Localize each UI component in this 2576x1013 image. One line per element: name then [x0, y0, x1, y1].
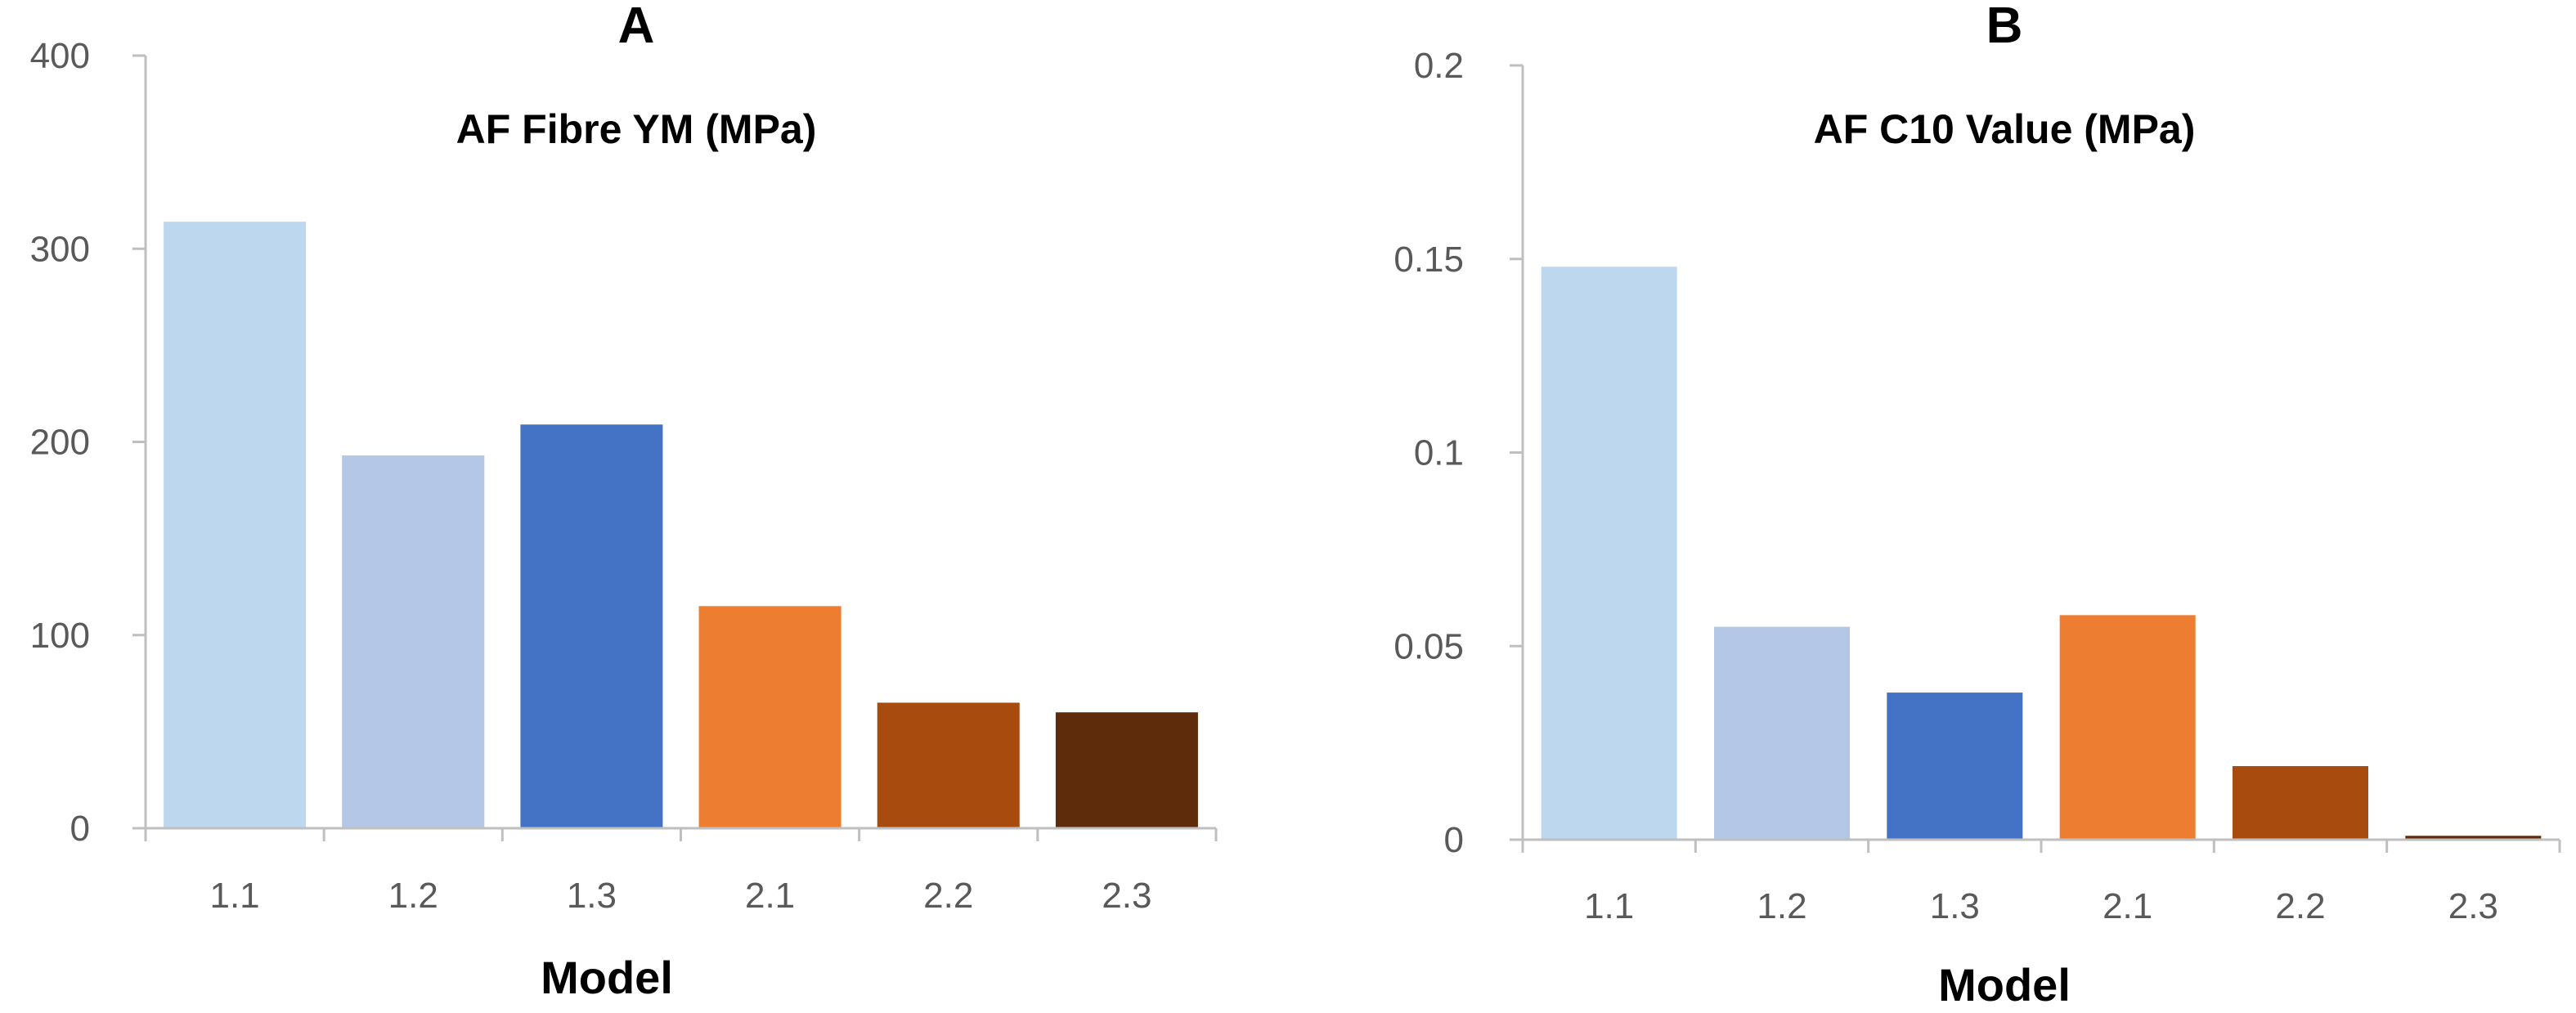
x-axis-label-b: Model	[1938, 959, 2071, 1011]
bar-2-1-a	[698, 606, 841, 828]
x-tick-label-b: 1.3	[1930, 886, 1980, 926]
y-ticks-a: 0 100 200 300 400	[30, 36, 90, 849]
x-tick-label-b: 2.1	[2103, 886, 2152, 926]
y-tick-label-b: 0.15	[1393, 240, 1464, 280]
bars-b	[1541, 267, 2542, 840]
bar-1-3-a	[520, 424, 663, 828]
bar-2-3-b	[2405, 836, 2542, 840]
x-ticks-b: 1.1 1.2 1.3 2.1 2.2 2.3	[1584, 886, 2498, 926]
x-tick-label-b: 2.3	[2448, 886, 2498, 926]
y-tick-label-b: 0.05	[1393, 626, 1464, 666]
y-tick-label-a: 200	[30, 423, 90, 463]
x-tick-label-a: 2.3	[1102, 876, 1151, 916]
bar-1-1-a	[164, 222, 307, 828]
chart-panel-b: B AF C10 Value (MPa) Model 00.050.10.150…	[1393, 0, 2561, 1011]
y-tick-label-b: 0.1	[1414, 433, 1464, 473]
bar-1-3-b	[1887, 693, 2023, 840]
bars-a	[164, 222, 1198, 828]
x-tick-label-a: 2.2	[923, 876, 973, 916]
axes-b	[1510, 64, 2561, 853]
bar-2-2-b	[2233, 766, 2368, 840]
x-tick-label-a: 1.1	[209, 876, 259, 916]
chart-title-b: AF C10 Value (MPa)	[1814, 106, 2196, 152]
y-tick-label-a: 0	[70, 809, 90, 849]
x-tick-label-b: 1.2	[1757, 886, 1806, 926]
x-tick-label-a: 1.2	[388, 876, 438, 916]
panel-label-b: B	[1986, 0, 2023, 54]
chart-title-a: AF Fibre YM (MPa)	[456, 106, 817, 152]
x-ticks-a: 1.1 1.2 1.3 2.1 2.2 2.3	[209, 876, 1151, 916]
chart-panel-a: A AF Fibre YM (MPa) Model 0100200300400 …	[30, 0, 1218, 1003]
x-tick-label-b: 1.1	[1584, 886, 1634, 926]
y-tick-label-b: 0	[1444, 820, 1464, 860]
x-tick-label-b: 2.2	[2275, 886, 2325, 926]
bar-1-2-a	[342, 455, 485, 828]
y-tick-label-b: 0.2	[1414, 46, 1464, 86]
bar-2-1-b	[2059, 615, 2196, 840]
x-tick-label-a: 2.1	[745, 876, 795, 916]
panel-label-a: A	[618, 0, 655, 54]
x-tick-label-a: 1.3	[567, 876, 617, 916]
bar-1-1-b	[1541, 267, 1677, 840]
axes-a	[132, 54, 1218, 841]
bar-1-2-b	[1714, 626, 1850, 840]
y-tick-label-a: 100	[30, 616, 90, 656]
bar-2-3-a	[1055, 712, 1198, 828]
y-tick-label-a: 400	[30, 36, 90, 76]
y-ticks-b: 0 0.05 0.1 0.15 0.2	[1393, 46, 1464, 860]
y-tick-label-a: 300	[30, 229, 90, 269]
x-axis-label-a: Model	[541, 952, 673, 1003]
bar-2-2-a	[877, 702, 1020, 828]
